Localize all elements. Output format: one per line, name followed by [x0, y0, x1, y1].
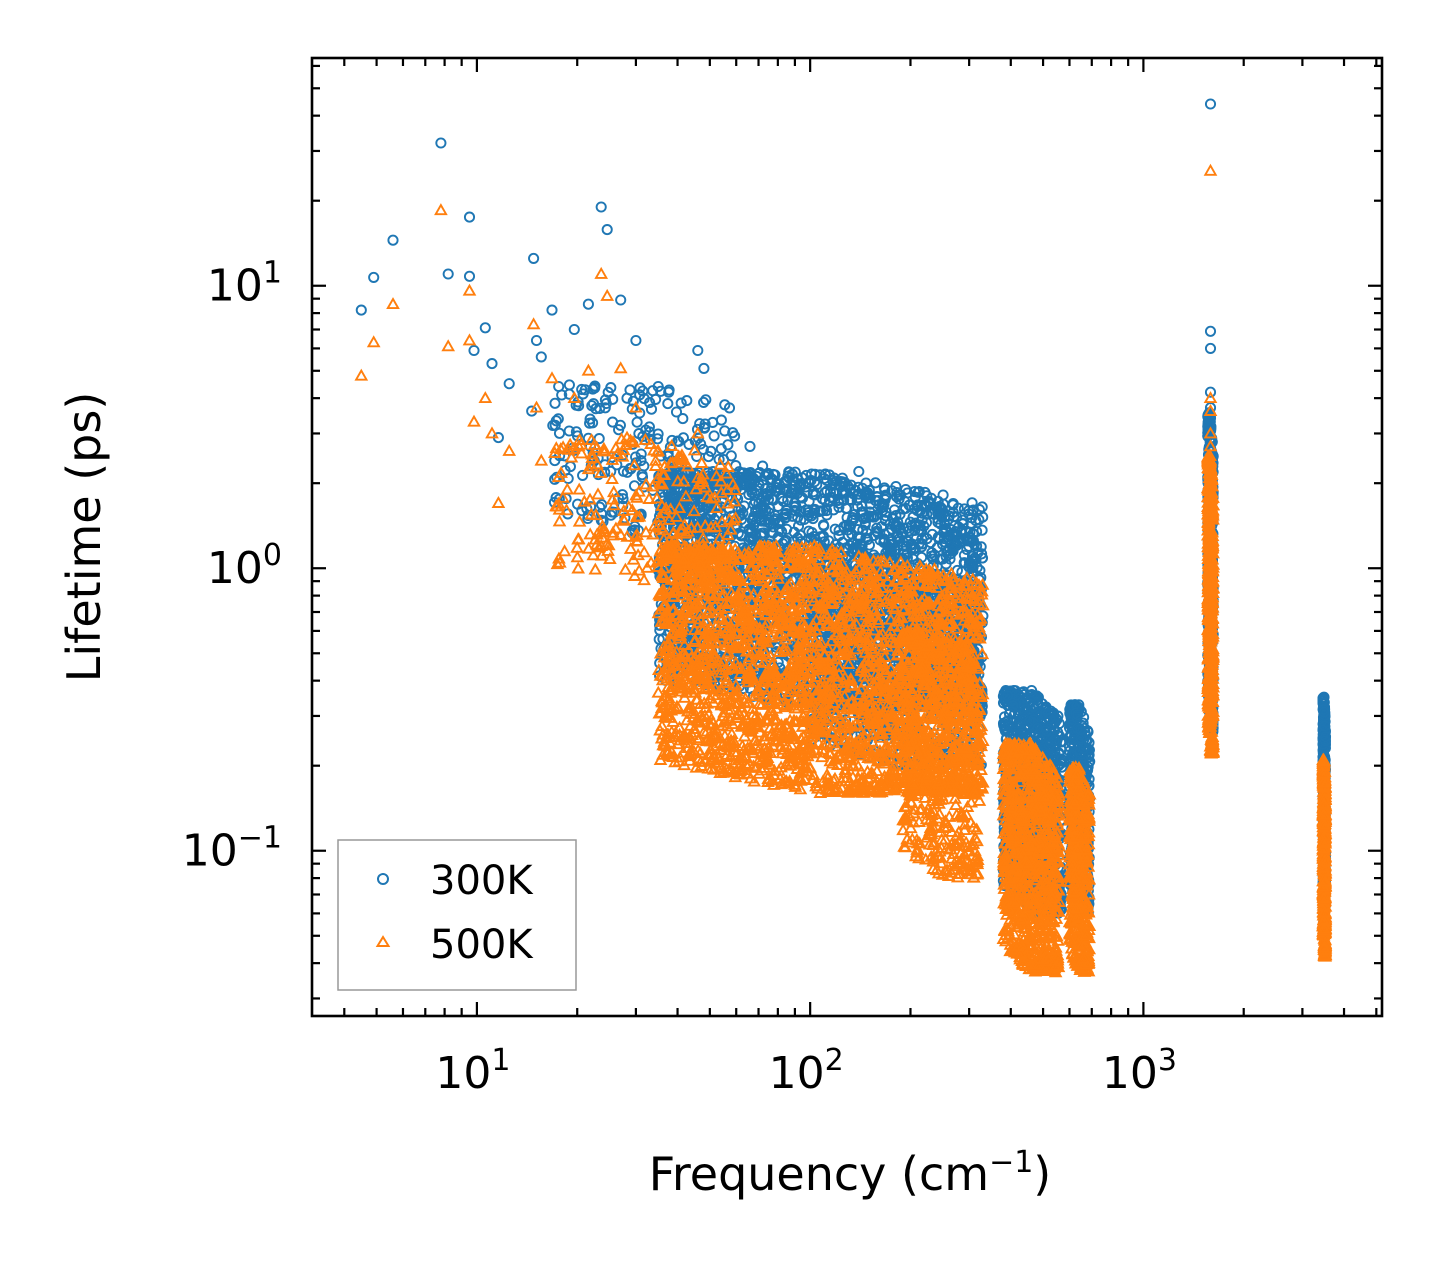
data-point [577, 469, 589, 481]
data-point [584, 413, 596, 425]
data-point [675, 397, 687, 409]
data-point [626, 403, 638, 415]
data-point [705, 445, 717, 457]
data-point [719, 425, 731, 437]
data-point [613, 424, 625, 436]
data-point [713, 453, 725, 465]
data-point [631, 416, 643, 428]
data-point [576, 383, 588, 395]
data-point [650, 393, 662, 405]
data-point [606, 506, 618, 518]
data-point [700, 394, 712, 406]
data-point [636, 471, 649, 483]
data-point [651, 433, 664, 445]
data-point [699, 418, 711, 430]
data-point [708, 430, 720, 442]
data-point [694, 418, 706, 430]
data-point [698, 396, 710, 408]
data-point [549, 455, 561, 467]
data-point [653, 633, 665, 645]
data-point [691, 450, 703, 462]
data-point [722, 439, 734, 451]
data-point [587, 383, 599, 395]
data-point [617, 493, 629, 505]
data-point [645, 403, 658, 415]
data-point [966, 497, 978, 509]
data-point [681, 395, 693, 407]
data-point [818, 520, 830, 532]
data-point [553, 427, 566, 439]
data-point [828, 504, 840, 516]
data-point [702, 451, 715, 463]
data-point [592, 469, 604, 481]
data-point [846, 494, 858, 506]
data-point [570, 426, 582, 438]
data-point [697, 443, 709, 455]
data-point [715, 414, 727, 426]
data-point [562, 472, 574, 485]
data-point [594, 402, 606, 414]
data-point [914, 505, 926, 517]
data-point [549, 473, 561, 485]
data-point [677, 432, 689, 444]
data-point [602, 386, 614, 398]
data-point [563, 425, 575, 437]
data-point [549, 397, 561, 409]
data-point [691, 423, 704, 435]
data-point [723, 402, 736, 414]
data-point [670, 406, 683, 418]
data-point [662, 398, 674, 410]
data-point [634, 382, 646, 394]
data-point [635, 448, 647, 460]
data-point [590, 403, 602, 415]
data-point [663, 386, 675, 398]
data-point [638, 393, 650, 405]
data-point [683, 438, 695, 450]
data-point [584, 417, 596, 429]
data-point [695, 438, 707, 450]
data-point [833, 524, 845, 537]
plot-marks [354, 98, 1333, 978]
data-point [666, 434, 678, 446]
data-point [782, 494, 794, 506]
data-point [879, 484, 891, 496]
data-point [552, 413, 564, 425]
data-point [630, 457, 642, 469]
data-point [975, 541, 987, 553]
data-point [677, 413, 689, 425]
data-point [621, 392, 633, 404]
